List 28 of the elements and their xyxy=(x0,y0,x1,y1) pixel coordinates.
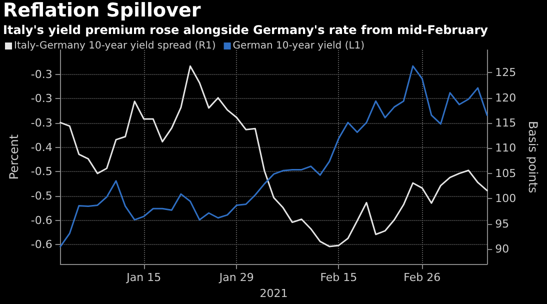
y-tick-label: -0.4 xyxy=(30,140,52,154)
legend-label: German 10-year yield (L1) xyxy=(232,40,365,52)
y2-tick-label: 110 xyxy=(495,142,516,155)
line-series xyxy=(60,65,488,248)
x-axis-title: 2021 xyxy=(260,287,288,300)
y2-tick-label: 95 xyxy=(495,217,510,230)
y-axis-title: Percent xyxy=(7,134,21,180)
y-tick-label: -0.3 xyxy=(30,92,52,106)
y2-axis-title: Basis points xyxy=(526,121,540,194)
y-tick-label: -0.6 xyxy=(30,214,52,227)
x-tick-label: Feb 15 xyxy=(320,271,358,284)
y-tick-label: -0.6 xyxy=(30,238,52,252)
legend-label: Italy-Germany 10-year yield spread (R1) xyxy=(14,40,216,52)
y2-tick-label: 90 xyxy=(495,242,510,256)
y-tick-label: -0.5 xyxy=(30,165,52,178)
x-tick-label: Jan 15 xyxy=(126,271,162,284)
y2-tick-label: 120 xyxy=(495,91,516,104)
y2-tick-label: 100 xyxy=(495,192,516,206)
x-tick-label: Jan 29 xyxy=(218,271,254,284)
chart-subtitle: Italy's yield premium rose alongside Germany's rate from mid-February xyxy=(3,23,488,37)
y-tick-label: -0.3 xyxy=(30,116,52,130)
x-tick-label: Feb 26 xyxy=(404,271,441,284)
y2-tick-label: 125 xyxy=(495,66,516,80)
y-tick-label: -0.5 xyxy=(30,189,52,202)
y2-tick-label: 105 xyxy=(495,166,516,180)
y2-tick-label: 115 xyxy=(495,116,516,130)
y-tick-label: -0.3 xyxy=(30,68,52,81)
chart-title: Reflation Spillover xyxy=(3,0,202,22)
